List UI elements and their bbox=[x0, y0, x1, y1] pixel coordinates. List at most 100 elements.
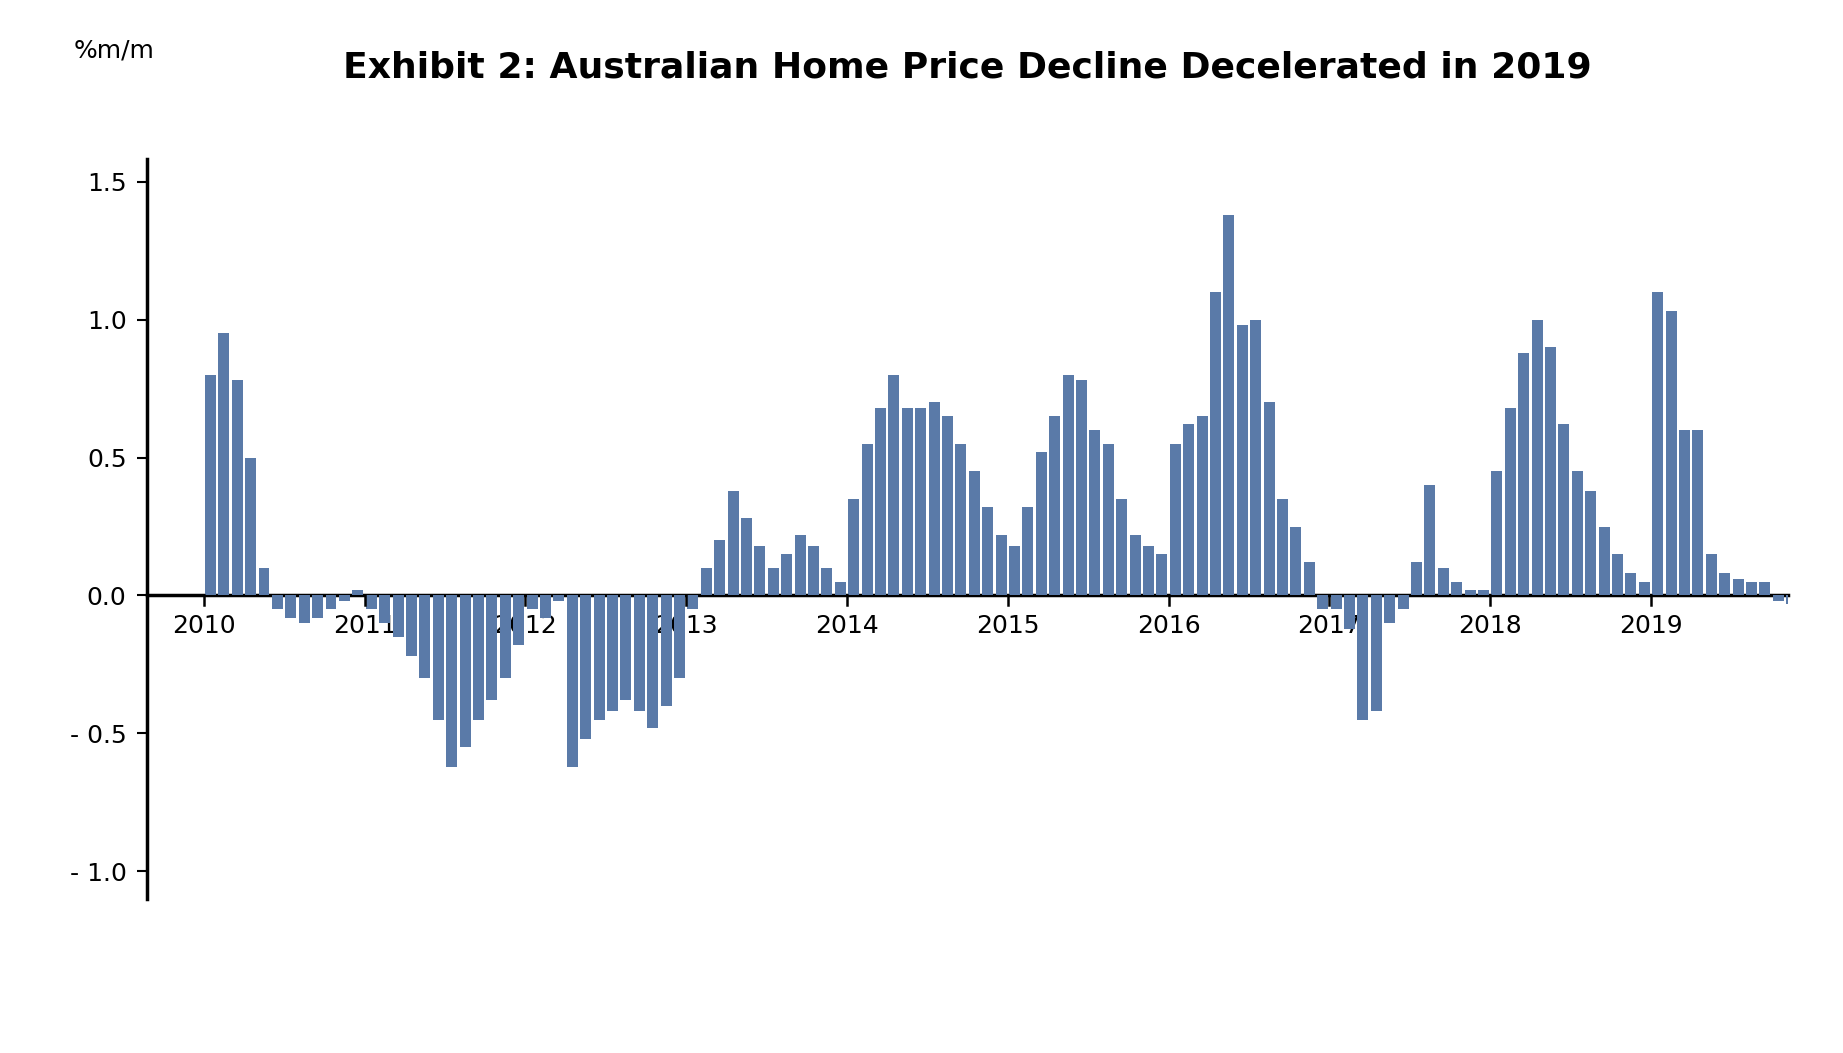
Bar bbox=[1224, 215, 1235, 596]
Bar bbox=[754, 545, 765, 596]
Bar bbox=[1170, 443, 1181, 596]
Bar bbox=[1076, 380, 1087, 596]
Bar bbox=[581, 596, 592, 739]
Bar bbox=[741, 518, 752, 596]
Bar bbox=[540, 596, 551, 617]
Bar bbox=[405, 596, 417, 656]
Bar bbox=[888, 375, 899, 596]
Bar bbox=[1063, 375, 1074, 596]
Bar bbox=[527, 596, 538, 610]
Bar bbox=[848, 499, 859, 596]
Bar bbox=[1089, 430, 1100, 596]
Bar bbox=[1760, 581, 1771, 596]
Bar bbox=[955, 443, 966, 596]
Bar bbox=[1773, 596, 1784, 601]
Bar bbox=[1666, 312, 1677, 596]
Bar bbox=[1613, 554, 1624, 596]
Bar bbox=[1745, 581, 1756, 596]
Bar bbox=[1183, 424, 1194, 596]
Bar bbox=[700, 568, 711, 596]
Bar bbox=[1692, 430, 1703, 596]
Bar bbox=[1814, 596, 1825, 623]
Bar bbox=[634, 596, 645, 712]
Bar bbox=[715, 540, 724, 596]
Bar bbox=[1344, 596, 1355, 629]
Bar bbox=[1318, 596, 1329, 610]
Bar bbox=[365, 596, 376, 610]
Bar bbox=[916, 408, 927, 596]
Bar bbox=[258, 568, 269, 596]
Bar bbox=[1264, 402, 1275, 596]
Bar bbox=[982, 508, 993, 596]
Bar bbox=[1358, 596, 1368, 719]
Bar bbox=[781, 554, 792, 596]
Bar bbox=[1532, 319, 1543, 596]
Bar bbox=[273, 596, 282, 610]
Bar bbox=[1036, 452, 1047, 596]
Bar bbox=[995, 535, 1006, 596]
Bar bbox=[593, 596, 605, 719]
Bar bbox=[1732, 579, 1743, 596]
Bar bbox=[675, 596, 686, 678]
Bar bbox=[822, 568, 833, 596]
Bar bbox=[1237, 325, 1248, 596]
Bar bbox=[807, 545, 818, 596]
Bar bbox=[1023, 508, 1034, 596]
Bar bbox=[1653, 292, 1662, 596]
Bar bbox=[1638, 581, 1649, 596]
Bar bbox=[1008, 545, 1019, 596]
Bar bbox=[1450, 581, 1461, 596]
Bar bbox=[1465, 590, 1476, 596]
Bar bbox=[1519, 353, 1530, 596]
Bar bbox=[1130, 535, 1141, 596]
Bar bbox=[1572, 472, 1583, 596]
Bar bbox=[245, 457, 256, 596]
Bar bbox=[861, 443, 872, 596]
Bar bbox=[1156, 554, 1167, 596]
Bar bbox=[621, 596, 632, 700]
Bar bbox=[1720, 574, 1731, 596]
Bar bbox=[286, 596, 297, 617]
Bar bbox=[205, 375, 216, 596]
Bar bbox=[311, 596, 323, 617]
Bar bbox=[835, 581, 846, 596]
Bar bbox=[1826, 596, 1837, 637]
Bar bbox=[901, 408, 912, 596]
Bar bbox=[568, 596, 577, 767]
Bar bbox=[969, 472, 980, 596]
Bar bbox=[728, 491, 739, 596]
Bar bbox=[326, 596, 337, 610]
Bar bbox=[1397, 596, 1408, 610]
Bar bbox=[1626, 574, 1637, 596]
Bar bbox=[1384, 596, 1395, 623]
Bar bbox=[487, 596, 498, 700]
Bar bbox=[942, 416, 953, 596]
Bar bbox=[499, 596, 511, 678]
Bar bbox=[1438, 568, 1449, 596]
Bar bbox=[380, 596, 391, 623]
Text: %m/m: %m/m bbox=[74, 38, 155, 62]
Bar bbox=[1679, 430, 1690, 596]
Bar bbox=[1196, 416, 1207, 596]
Bar bbox=[875, 408, 886, 596]
Bar bbox=[606, 596, 617, 712]
Bar bbox=[1707, 554, 1718, 596]
Bar bbox=[553, 596, 564, 601]
Bar bbox=[1049, 416, 1060, 596]
Bar bbox=[1506, 408, 1515, 596]
Bar bbox=[1371, 596, 1382, 712]
Bar bbox=[1839, 596, 1843, 651]
Bar bbox=[352, 590, 363, 596]
Bar bbox=[1303, 562, 1314, 596]
Title: Exhibit 2: Australian Home Price Decline Decelerated in 2019: Exhibit 2: Australian Home Price Decline… bbox=[343, 51, 1592, 84]
Bar bbox=[1786, 596, 1797, 603]
Bar bbox=[647, 596, 658, 728]
Bar bbox=[1290, 526, 1301, 596]
Bar bbox=[339, 596, 350, 601]
Bar bbox=[1478, 590, 1489, 596]
Bar bbox=[1559, 424, 1570, 596]
Bar bbox=[217, 334, 229, 596]
Bar bbox=[1544, 347, 1555, 596]
Bar bbox=[1143, 545, 1154, 596]
Bar bbox=[1412, 562, 1423, 596]
